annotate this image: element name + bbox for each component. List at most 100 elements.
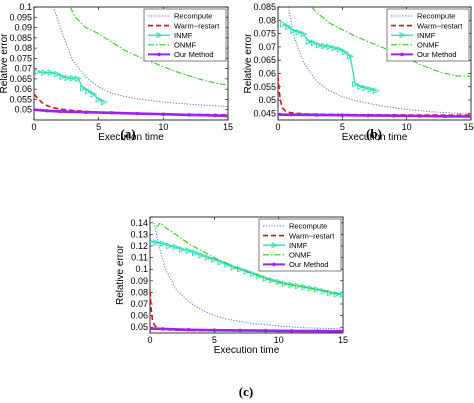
legend-marker xyxy=(272,262,276,267)
y-tick-label: 0.07 xyxy=(14,64,32,74)
series-group xyxy=(278,7,471,119)
legend-label: INMF xyxy=(174,31,193,40)
y-axis-title: Relative error xyxy=(0,33,10,94)
x-tick-label: 5 xyxy=(96,122,101,132)
x-axis-title: Execution time xyxy=(342,132,408,143)
y-tick-label: 0.06 xyxy=(130,311,148,321)
y-tick-label: 0.09 xyxy=(130,276,148,286)
data-point-marker xyxy=(331,44,339,52)
x-tick-label: 5 xyxy=(212,335,217,345)
data-point-marker xyxy=(314,113,319,117)
data-point-marker xyxy=(327,289,334,297)
data-point-marker xyxy=(341,329,343,333)
series-line-inmf xyxy=(282,23,376,92)
x-tick-label: 150 xyxy=(463,122,474,132)
series-line-warm-restart xyxy=(150,291,343,333)
y-tick-label: 0.09 xyxy=(14,23,32,33)
panel-label: (a) xyxy=(120,126,135,141)
data-point-marker xyxy=(290,27,298,35)
legend-label: Recompute xyxy=(289,222,327,231)
data-point-marker xyxy=(243,268,251,275)
y-tick-label: 0.08 xyxy=(14,43,32,53)
data-point-marker xyxy=(159,240,167,247)
series-line-recompute xyxy=(287,7,471,115)
data-point-marker xyxy=(213,113,217,118)
legend-label: Warm−restart xyxy=(417,21,463,30)
y-axis-title: Relative error xyxy=(115,244,126,305)
data-point-marker xyxy=(294,282,302,290)
data-point-marker xyxy=(262,275,270,282)
legend-label: INMF xyxy=(289,241,308,250)
x-tick-label: 15 xyxy=(338,335,348,345)
data-point-marker xyxy=(367,86,375,93)
y-tick-label: 0.07 xyxy=(258,42,276,52)
data-point-marker xyxy=(80,84,87,92)
data-point-marker xyxy=(339,291,343,299)
y-tick-label: 0.07 xyxy=(130,299,148,309)
y-tick-label: 0.065 xyxy=(253,55,276,65)
chart-panel-c: 0.050.06 0.07 0.080.09 0.10.11 0.12 0.130.14 0… xyxy=(115,216,348,399)
data-point-marker xyxy=(204,254,212,261)
data-point-marker xyxy=(211,256,219,264)
data-point-marker xyxy=(58,109,62,114)
y-tick-label: 0.095 xyxy=(9,12,32,22)
plot-area-frame xyxy=(277,6,472,121)
data-point-marker xyxy=(357,83,365,91)
data-point-marker xyxy=(100,98,108,106)
series-line-warm-restart xyxy=(278,76,471,116)
y-tick-label: 0.08 xyxy=(258,15,276,25)
x-tick-label: 15 xyxy=(223,122,233,132)
data-point-marker xyxy=(83,110,88,114)
data-point-marker xyxy=(289,112,293,117)
series-line-recompute xyxy=(52,7,228,108)
data-point-marker xyxy=(256,272,264,280)
y-tick-label: 0.1 xyxy=(19,2,32,12)
data-point-marker xyxy=(90,91,98,98)
series-line-onmf xyxy=(155,222,343,296)
data-point-marker xyxy=(109,111,114,115)
x-axis-title: Execution time xyxy=(214,345,280,356)
x-tick-label: 5 xyxy=(340,122,345,132)
y-tick-label: 0.05 xyxy=(130,322,148,332)
data-point-marker xyxy=(392,113,396,118)
data-point-marker xyxy=(443,114,448,119)
data-point-marker xyxy=(187,113,191,117)
y-tick-label: 0.08 xyxy=(130,287,148,297)
data-point-marker xyxy=(150,239,154,244)
data-point-marker xyxy=(316,41,324,49)
data-point-marker xyxy=(321,42,329,50)
x-tick-label: 0 xyxy=(147,335,152,345)
legend-marker xyxy=(271,242,279,249)
y-tick-label: 0.1 xyxy=(135,264,148,274)
y-tick-label: 0.06 xyxy=(14,84,32,94)
data-point-marker xyxy=(153,239,161,246)
data-point-marker xyxy=(191,249,199,257)
legend-marker xyxy=(399,32,407,39)
y-tick-label: 0.12 xyxy=(130,241,148,251)
data-point-marker xyxy=(315,329,320,333)
data-point-marker xyxy=(186,327,191,332)
data-point-marker xyxy=(278,112,280,117)
plot-area-frame xyxy=(149,216,344,334)
y-tick-label: 0.065 xyxy=(9,74,32,84)
legend-label: ONMF xyxy=(174,41,196,50)
data-point-marker xyxy=(226,114,228,118)
series-line-our-method xyxy=(34,108,228,118)
data-point-marker xyxy=(320,287,328,295)
x-tick-label: 10 xyxy=(158,122,168,132)
x-tick-label: 0 xyxy=(275,122,280,132)
data-point-marker xyxy=(249,270,257,278)
data-point-marker xyxy=(295,28,303,36)
data-point-marker xyxy=(161,327,165,331)
legend-marker xyxy=(400,52,404,57)
data-point-marker xyxy=(41,69,49,77)
x-tick-label: 10 xyxy=(274,335,284,345)
data-point-marker xyxy=(352,80,360,88)
legend-label: Recompute xyxy=(174,12,212,21)
data-point-marker xyxy=(237,265,244,273)
legend-label: Our Method xyxy=(174,50,214,59)
data-point-marker xyxy=(469,114,471,119)
